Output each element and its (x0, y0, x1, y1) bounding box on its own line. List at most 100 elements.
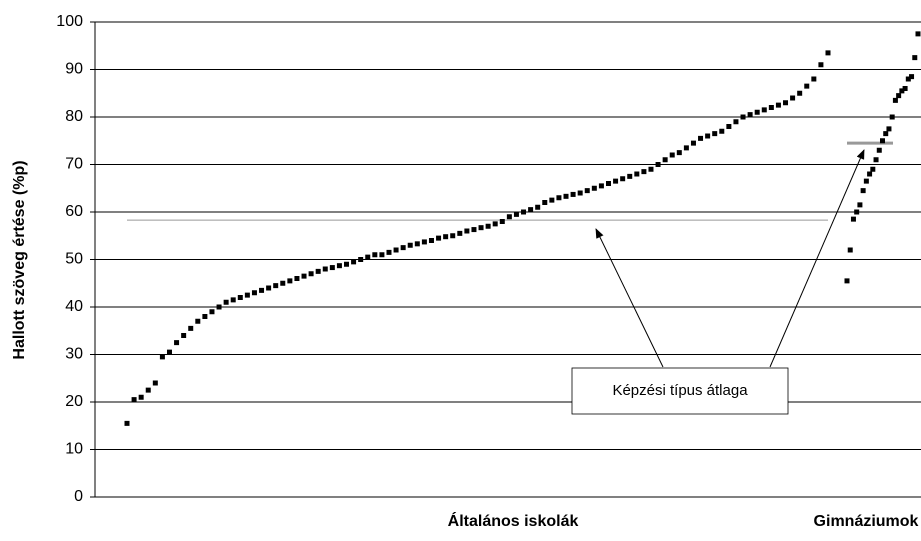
point (492, 221, 498, 227)
point (867, 171, 873, 177)
y-tick-label: 90 (65, 61, 83, 78)
point (889, 114, 895, 120)
point (308, 271, 314, 277)
point (393, 247, 399, 253)
point (912, 55, 918, 61)
point (287, 278, 293, 284)
point (528, 207, 534, 213)
point (591, 185, 597, 191)
point (662, 157, 668, 163)
point (230, 297, 236, 303)
y-axis-label: Hallott szöveg értése (%p) (11, 160, 28, 359)
point (414, 241, 420, 247)
point (174, 340, 180, 346)
y-tick-label: 100 (56, 13, 83, 30)
point (886, 126, 892, 132)
point (804, 83, 810, 89)
point (152, 380, 158, 386)
point (542, 200, 548, 205)
point (457, 230, 463, 236)
point (854, 209, 860, 215)
point (365, 254, 371, 260)
point (386, 249, 392, 255)
point (266, 285, 272, 291)
point (358, 257, 364, 262)
point (857, 202, 863, 208)
point (421, 239, 427, 245)
point (876, 147, 882, 153)
point (428, 238, 434, 243)
point (726, 124, 732, 129)
point (237, 295, 243, 300)
point (485, 223, 491, 229)
point (251, 290, 257, 296)
point (563, 193, 569, 199)
point (850, 216, 856, 222)
point (259, 287, 265, 293)
point (761, 107, 767, 113)
y-tick-label: 30 (65, 346, 83, 363)
point (902, 86, 908, 91)
point (450, 233, 456, 239)
y-tick-label: 10 (65, 441, 83, 458)
point (883, 131, 889, 137)
point (899, 88, 905, 94)
point (627, 173, 633, 179)
point (280, 280, 286, 286)
point (471, 227, 477, 233)
point (195, 318, 201, 324)
point (896, 93, 902, 99)
point (407, 242, 413, 248)
y-tick-label: 60 (65, 203, 83, 220)
point (202, 314, 208, 319)
point (549, 197, 555, 203)
point (712, 131, 718, 137)
point (797, 90, 803, 96)
point (634, 171, 640, 177)
point (584, 188, 590, 194)
point (909, 74, 915, 80)
point (521, 209, 527, 215)
point (811, 76, 817, 82)
point (322, 266, 328, 272)
point (372, 252, 378, 258)
point (740, 114, 746, 120)
point (790, 95, 796, 101)
point (880, 138, 885, 144)
point (166, 349, 172, 355)
point (754, 109, 760, 115)
point (641, 169, 647, 175)
point (244, 292, 250, 298)
point (124, 420, 130, 426)
point (915, 31, 921, 37)
point (464, 228, 470, 234)
point (676, 150, 682, 156)
point (733, 119, 739, 125)
point (655, 162, 661, 167)
point (138, 394, 144, 400)
point (329, 265, 335, 271)
point (209, 309, 215, 315)
point (570, 191, 576, 197)
point (747, 112, 753, 118)
arrow (595, 228, 664, 368)
x-category-label: Általános iskolák (448, 511, 579, 530)
point (825, 50, 831, 56)
y-tick-label: 80 (65, 108, 83, 125)
point (620, 176, 626, 182)
point (577, 190, 583, 196)
point (344, 261, 350, 267)
point (315, 268, 321, 274)
point (905, 76, 911, 82)
point (159, 354, 165, 360)
point (188, 325, 194, 331)
point (873, 157, 879, 163)
point (698, 135, 704, 141)
point (478, 225, 484, 231)
point (145, 387, 151, 393)
point (400, 245, 406, 251)
point (892, 97, 898, 103)
point (556, 195, 562, 201)
point (648, 166, 654, 172)
